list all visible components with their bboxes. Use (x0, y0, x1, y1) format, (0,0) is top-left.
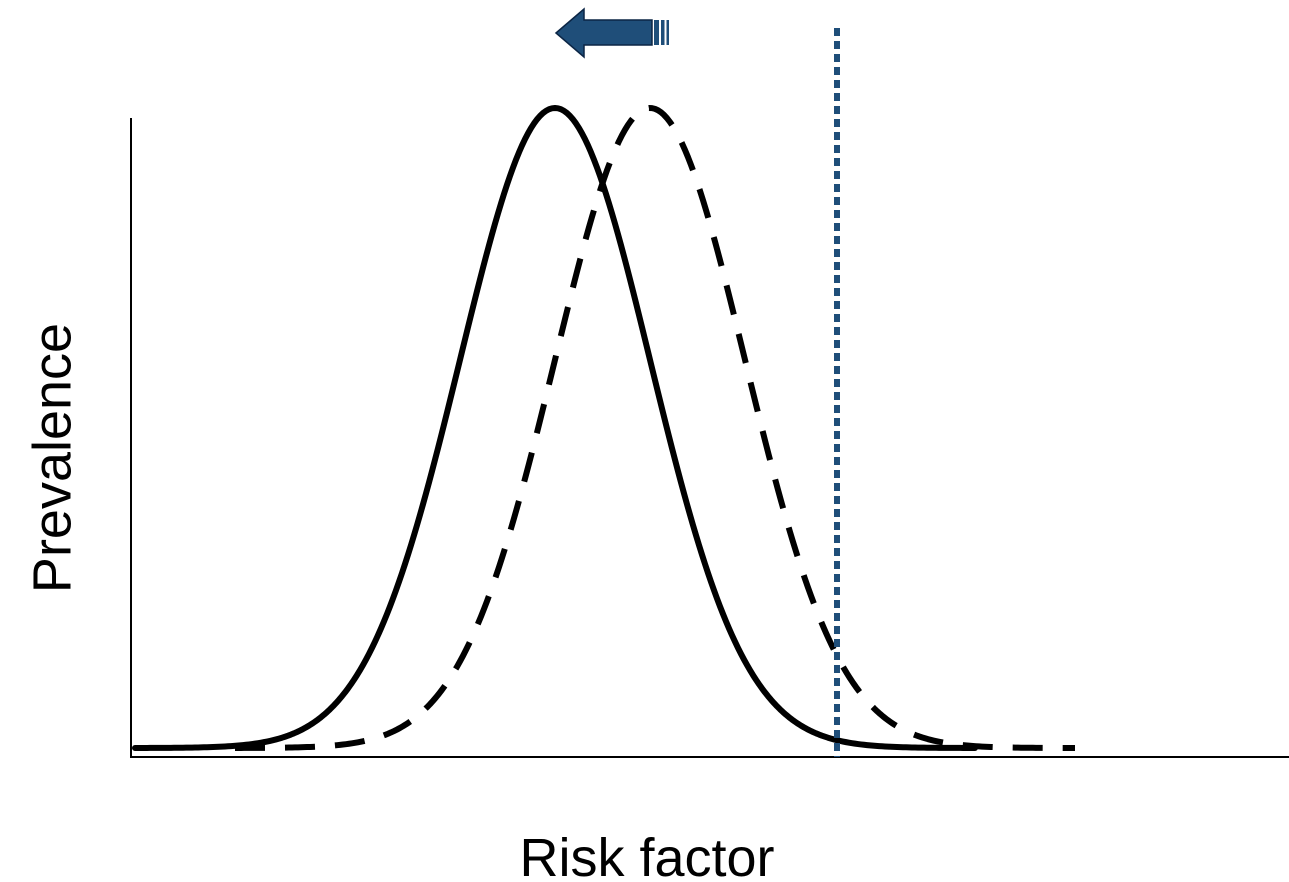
x-axis-label: Risk factor (519, 828, 774, 882)
original-distribution-curve (235, 105, 1075, 751)
y-axis-label: Prevalence (22, 323, 82, 593)
current-distribution-curve (132, 105, 978, 751)
shift-left-arrow-icon (554, 7, 669, 59)
